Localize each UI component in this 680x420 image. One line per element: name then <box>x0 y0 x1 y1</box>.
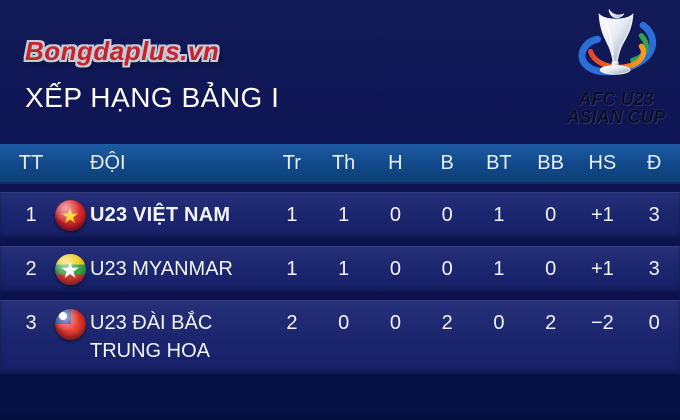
stat-goals-against: 0 <box>545 257 557 280</box>
stat-goals-against: 2 <box>545 312 557 334</box>
header-losses: B <box>440 151 454 174</box>
stat-draws: 0 <box>389 203 401 226</box>
stat-goals-against: 0 <box>545 203 557 226</box>
stat-goal-diff: −2 <box>590 312 614 334</box>
rank-value: 2 <box>25 257 37 280</box>
stat-draws: 0 <box>389 312 401 334</box>
header-team: ĐỘI <box>90 151 126 174</box>
header-played: Tr <box>282 151 301 174</box>
table-header-row: TT ĐỘI Tr Th H B BT BB HS Đ <box>0 144 680 184</box>
rank-value: 1 <box>25 203 37 226</box>
chinese-taipei-flag-icon <box>54 309 86 340</box>
flag-cell: ★ <box>50 253 90 285</box>
stat-wins: 1 <box>338 203 350 226</box>
header-goals-against: BB <box>537 151 564 174</box>
team-name: U23 MYANMAR <box>90 257 233 280</box>
table-row-vietnam: 1 ★ U23 VIỆT NAM 1 1 0 0 1 0 +1 3 <box>0 192 680 238</box>
stat-losses: 2 <box>441 312 453 334</box>
stat-wins: 1 <box>338 257 350 280</box>
team-name: U23 ĐÀI BẮC TRUNG HOA <box>90 312 213 362</box>
stat-wins: 0 <box>338 312 350 334</box>
header-goal-diff: HS <box>588 151 617 174</box>
standings-table: TT ĐỘI Tr Th H B BT BB HS Đ 1 ★ U23 VIỆT… <box>0 144 680 374</box>
afc-logo-line1: AFC U23 <box>578 89 654 109</box>
stat-played: 1 <box>286 203 298 226</box>
team-name: U23 VIỆT NAM <box>90 203 231 226</box>
header-wins: Th <box>331 151 356 174</box>
stat-played: 1 <box>286 257 298 280</box>
stat-draws: 0 <box>389 257 401 280</box>
stat-goals-for: 1 <box>493 203 505 226</box>
table-row-myanmar: 2 ★ U23 MYANMAR 1 1 0 0 1 0 +1 3 <box>0 246 680 292</box>
flag-cell: ★ <box>50 199 90 231</box>
bongdaplus-logo: Bongdaplus.vn <box>25 36 220 66</box>
vietnam-flag-icon: ★ <box>54 199 86 231</box>
afc-u23-asian-cup-logo: AFC U23 ASIAN CUP <box>554 6 678 127</box>
stat-points: 3 <box>648 203 660 226</box>
stat-goals-for: 1 <box>493 257 505 280</box>
stat-losses: 0 <box>441 257 453 280</box>
stat-goal-diff: +1 <box>590 257 614 280</box>
header-rank: TT <box>18 151 44 174</box>
page-title: XẾP HẠNG BẢNG I <box>25 82 280 113</box>
rank-value: 3 <box>25 312 37 334</box>
stat-points: 3 <box>648 257 660 280</box>
stat-played: 2 <box>286 312 298 334</box>
header-goals-for: BT <box>486 151 512 174</box>
myanmar-flag-icon: ★ <box>54 253 86 285</box>
stat-losses: 0 <box>441 203 453 226</box>
header-draws: H <box>388 151 403 174</box>
table-row-chinese-taipei: 3 U23 ĐÀI BẮC TRUNG HOA 2 0 0 2 0 2 −2 0 <box>0 300 680 374</box>
stat-points: 0 <box>648 312 660 334</box>
trophy-icon <box>578 9 657 76</box>
flag-cell <box>50 309 90 340</box>
afc-logo-line2: ASIAN CUP <box>566 107 666 128</box>
stat-goals-for: 0 <box>493 312 505 334</box>
stat-goal-diff: +1 <box>590 203 614 226</box>
header-points: Đ <box>646 151 662 174</box>
